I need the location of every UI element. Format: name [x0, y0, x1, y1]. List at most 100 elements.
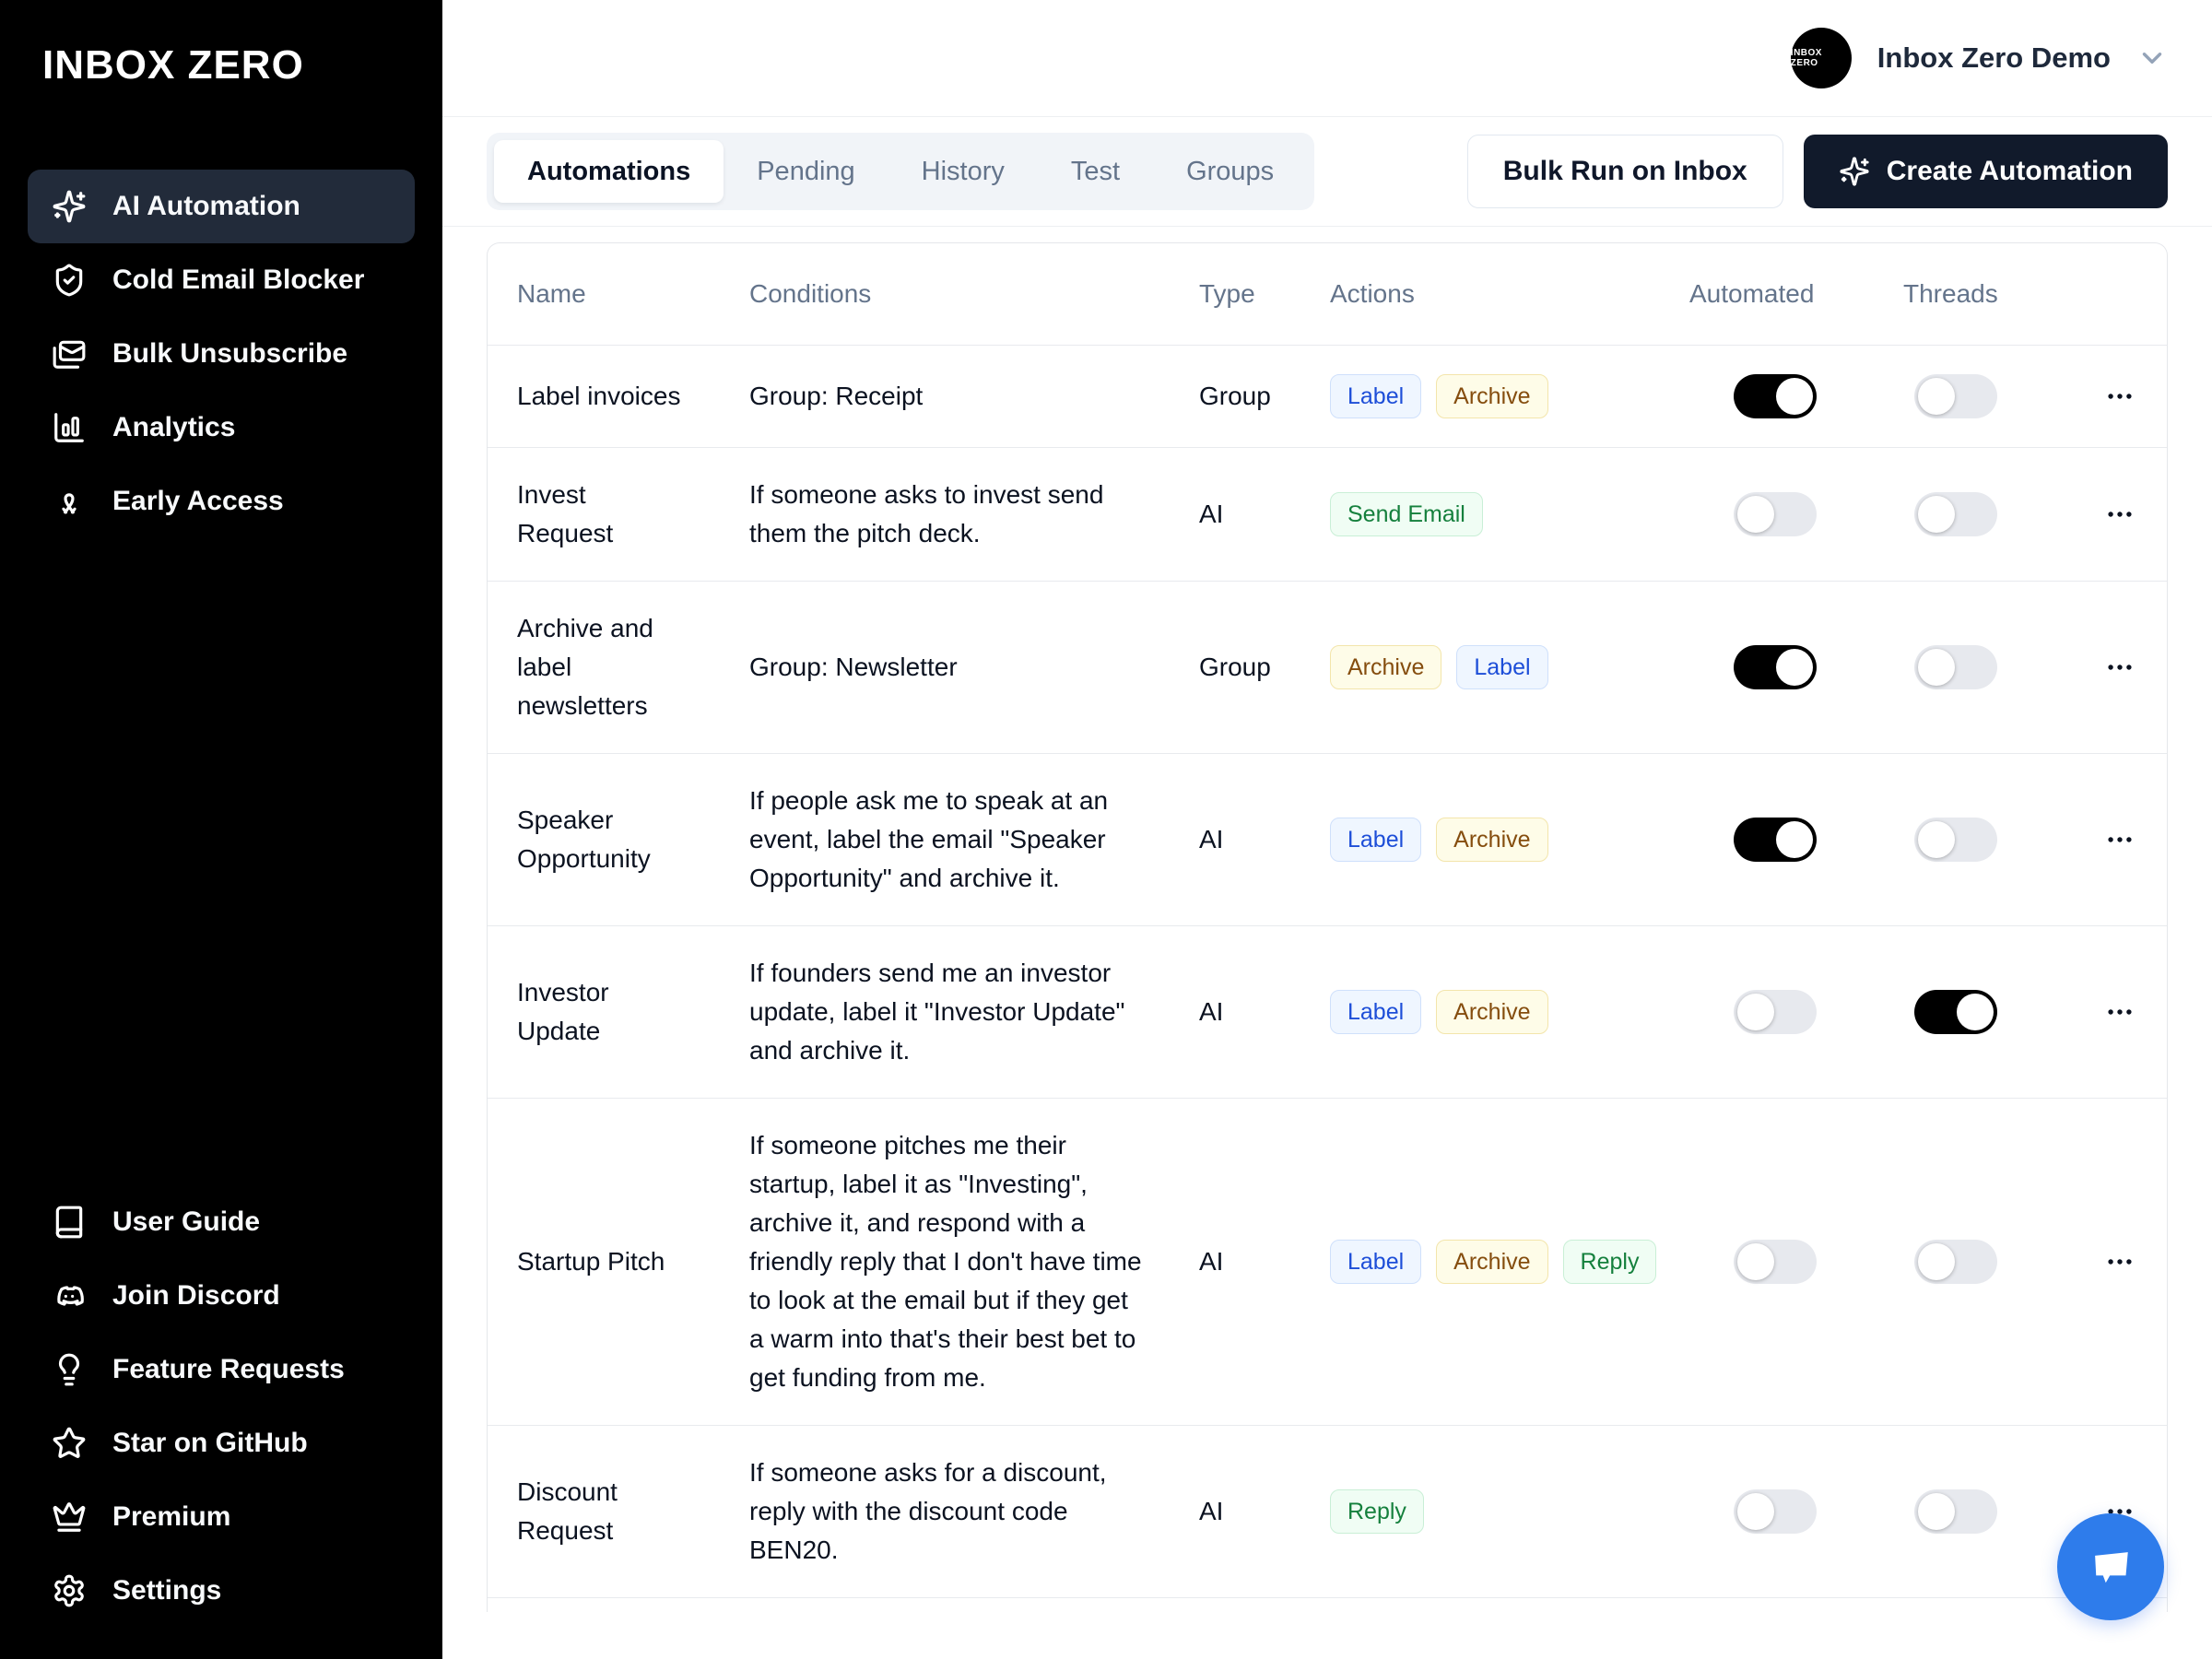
sidebar-item-join-discord[interactable]: Join Discord	[28, 1259, 415, 1333]
sidebar-item-settings[interactable]: Settings	[28, 1554, 415, 1628]
sidebar-item-ai-automation[interactable]: AI Automation	[28, 170, 415, 243]
column-header-conditions: Conditions	[749, 279, 872, 308]
rule-actions: Send Email	[1330, 465, 1689, 564]
action-badge-send-email: Send Email	[1330, 492, 1483, 536]
sidebar-item-label: Cold Email Blocker	[112, 265, 365, 295]
action-badge-archive: Archive	[1436, 990, 1548, 1034]
account-name: Inbox Zero Demo	[1877, 41, 2111, 74]
tab-test[interactable]: Test	[1070, 156, 1121, 186]
rule-type: AI	[1199, 825, 1224, 853]
bulk-run-button[interactable]: Bulk Run on Inbox	[1466, 135, 1783, 208]
sidebar-item-label: Star on GitHub	[112, 1428, 308, 1458]
sidebar-item-bulk-unsubscribe[interactable]: Bulk Unsubscribe	[28, 317, 415, 391]
row-menu-button[interactable]	[2097, 491, 2143, 537]
row-menu-button[interactable]	[2097, 1239, 2143, 1285]
mails-icon	[53, 340, 86, 369]
sidebar-item-cold-email-blocker[interactable]: Cold Email Blocker	[28, 243, 415, 317]
threads-toggle[interactable]	[1914, 492, 1997, 536]
rule-conditions: If people ask me to speak at an event, l…	[749, 786, 1109, 892]
table-row: Invest Request If someone asks to invest …	[488, 447, 2167, 581]
sidebar: INBOX ZERO AI Automation Cold Email Bloc…	[0, 0, 442, 1659]
sidebar-item-early-access[interactable]: Early Access	[28, 465, 415, 538]
sidebar-item-label: Early Access	[112, 486, 284, 516]
toggle-knob	[1737, 994, 1774, 1030]
toggle-knob	[1918, 1243, 1955, 1280]
ribbon-icon	[62, 493, 76, 514]
sidebar-item-label: Premium	[112, 1501, 231, 1532]
rule-conditions: Group: Newsletter	[749, 653, 958, 681]
main-content: INBOX ZERO Inbox Zero Demo Automations P…	[442, 0, 2212, 1659]
tab-pending[interactable]: Pending	[757, 156, 855, 186]
rule-actions: Label Archive	[1330, 790, 1689, 889]
rule-name: Archive and label newsletters	[517, 614, 653, 720]
chat-bubble-icon	[2095, 1552, 2128, 1583]
action-badge-reply: Reply	[1330, 1489, 1424, 1534]
bar-chart-icon	[54, 413, 84, 442]
book-icon	[55, 1206, 83, 1239]
sparkles-icon	[53, 190, 86, 223]
rule-name: Discount Request	[517, 1477, 618, 1545]
sidebar-item-label: Join Discord	[112, 1280, 280, 1311]
sidebar-item-label: Settings	[112, 1575, 222, 1606]
table-row: Speaker Opportunity If people ask me to s…	[488, 753, 2167, 925]
sidebar-item-label: Analytics	[112, 412, 236, 442]
threads-toggle[interactable]	[1914, 645, 1997, 689]
sparkles-icon	[1840, 157, 1869, 186]
row-menu-button[interactable]	[2097, 644, 2143, 690]
row-menu-button[interactable]	[2097, 989, 2143, 1035]
rule-name: Speaker Opportunity	[517, 806, 651, 873]
threads-toggle[interactable]	[1914, 1240, 1997, 1284]
star-icon	[53, 1427, 86, 1458]
toggle-knob	[1776, 378, 1813, 415]
sidebar-item-analytics[interactable]: Analytics	[28, 391, 415, 465]
avatar: INBOX ZERO	[1790, 28, 1852, 88]
rule-actions: Label Archive	[1330, 962, 1689, 1062]
rule-type: AI	[1199, 1247, 1224, 1276]
threads-toggle[interactable]	[1914, 818, 1997, 862]
automated-toggle[interactable]	[1734, 1489, 1817, 1534]
threads-toggle[interactable]	[1914, 374, 1997, 418]
automated-toggle[interactable]	[1734, 1240, 1817, 1284]
tab-groups[interactable]: Groups	[1186, 156, 1275, 186]
tab-history[interactable]: History	[921, 156, 1005, 186]
toolbar-actions: Bulk Run on Inbox Create Automation	[1466, 135, 2168, 208]
row-menu-button[interactable]	[2097, 817, 2143, 863]
automated-toggle[interactable]	[1734, 645, 1817, 689]
sidebar-item-premium[interactable]: Premium	[28, 1480, 415, 1554]
rule-conditions: If someone asks for a discount, reply wi…	[749, 1458, 1107, 1564]
ellipsis-icon	[2108, 665, 2132, 670]
automated-toggle[interactable]	[1734, 374, 1817, 418]
toggle-knob	[1776, 821, 1813, 858]
ellipsis-icon	[2108, 1509, 2132, 1514]
account-menu[interactable]: INBOX ZERO Inbox Zero Demo	[1790, 28, 2168, 88]
create-automation-button[interactable]: Create Automation	[1803, 135, 2168, 208]
automated-toggle[interactable]	[1734, 990, 1817, 1034]
column-header-type: Type	[1199, 279, 1255, 308]
toggle-knob	[1737, 496, 1774, 533]
sidebar-item-user-guide[interactable]: User Guide	[28, 1185, 415, 1259]
chat-widget-button[interactable]	[2057, 1513, 2164, 1620]
ellipsis-icon	[2108, 1009, 2132, 1015]
automated-toggle[interactable]	[1734, 492, 1817, 536]
rule-actions: Label Archive	[1330, 347, 1689, 446]
rule-actions: Label Archive Reply	[1330, 1212, 1689, 1312]
sidebar-item-star-on-github[interactable]: Star on GitHub	[28, 1406, 415, 1480]
rule-conditions: If someone pitches me their startup, lab…	[749, 1131, 1142, 1392]
toggle-knob	[1737, 1243, 1774, 1280]
automated-toggle[interactable]	[1734, 818, 1817, 862]
ellipsis-icon	[2108, 837, 2132, 842]
gear-icon	[54, 1574, 84, 1607]
sidebar-item-label: Bulk Unsubscribe	[112, 338, 348, 369]
ellipsis-icon	[2108, 394, 2132, 399]
toggle-knob	[1918, 649, 1955, 686]
row-menu-button[interactable]	[2097, 373, 2143, 419]
toggle-knob	[1776, 649, 1813, 686]
threads-toggle[interactable]	[1914, 990, 1997, 1034]
sidebar-nav: AI Automation Cold Email Blocker Bulk Un…	[28, 170, 415, 538]
rule-name: Invest Request	[517, 480, 614, 547]
action-badge-archive: Archive	[1436, 818, 1548, 862]
row-menu-button[interactable]	[2097, 1488, 2143, 1535]
tab-automations[interactable]: Automations	[494, 140, 724, 203]
sidebar-item-feature-requests[interactable]: Feature Requests	[28, 1333, 415, 1406]
threads-toggle[interactable]	[1914, 1489, 1997, 1534]
